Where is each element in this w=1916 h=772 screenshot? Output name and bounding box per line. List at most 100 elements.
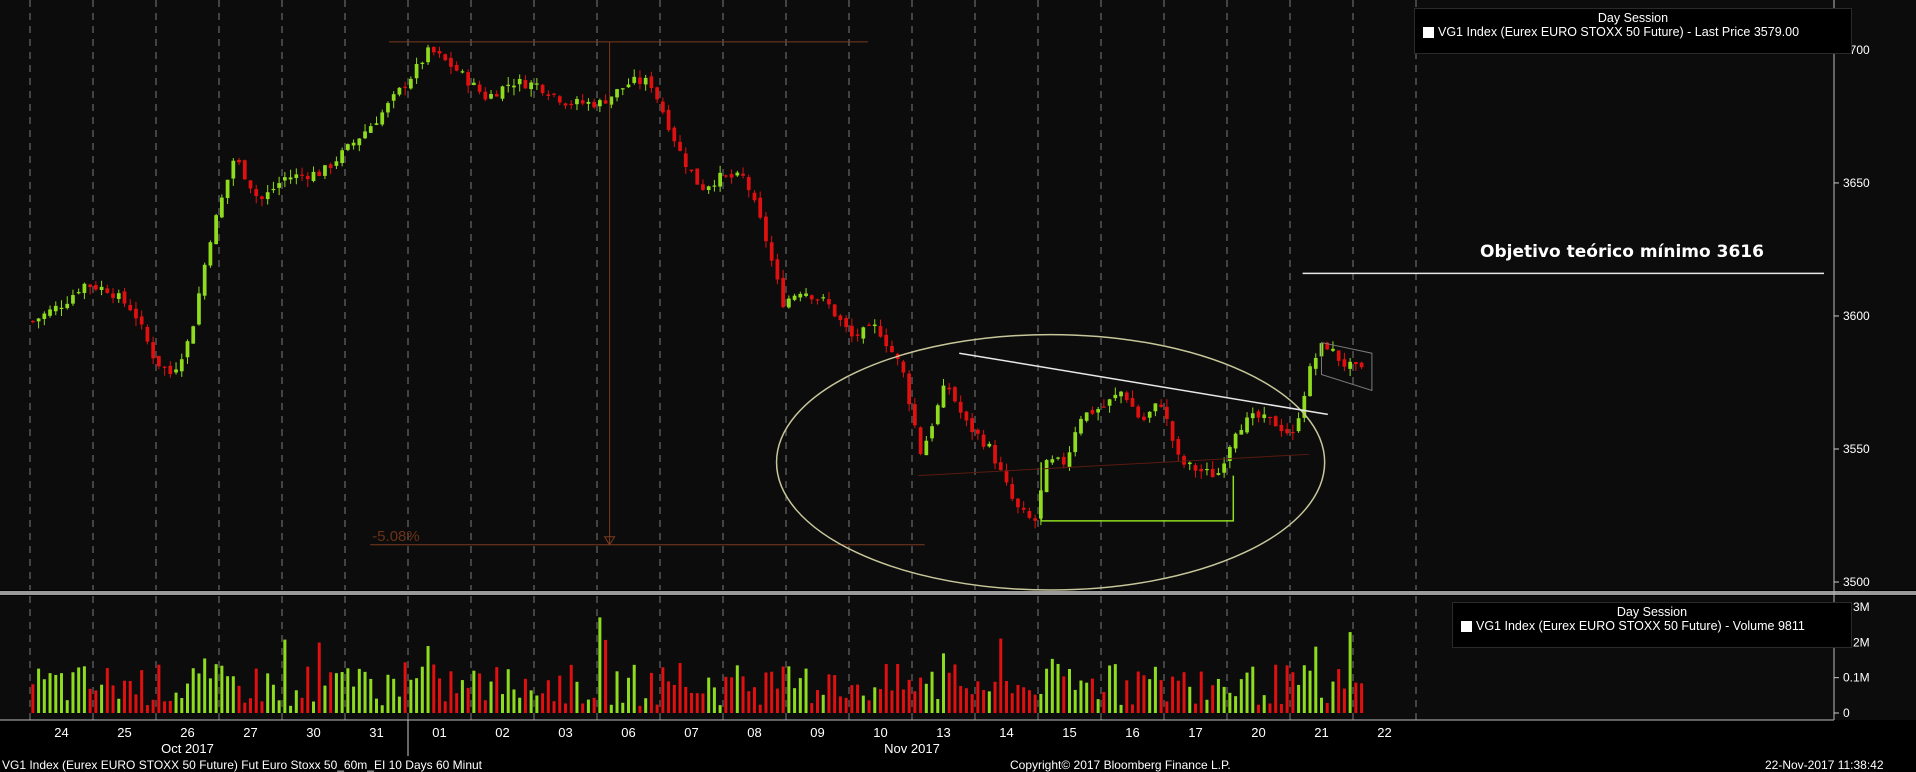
candle-body <box>1313 357 1318 369</box>
candle-body <box>128 304 133 311</box>
candle-body <box>48 309 52 316</box>
day-label: 21 <box>1314 725 1328 740</box>
volume-bar <box>890 690 894 713</box>
volume-bar <box>386 674 390 713</box>
volume-bar <box>1331 681 1335 713</box>
candle-body <box>683 153 688 168</box>
volume-bar <box>231 676 235 713</box>
measure-arrow <box>603 536 616 546</box>
candle-body <box>890 345 894 353</box>
volume-bar <box>747 691 751 713</box>
volume-tick-label: 0.1M <box>1843 671 1870 685</box>
volume-bar <box>443 701 447 713</box>
volume-bar <box>667 681 671 713</box>
volume-bar <box>804 668 808 713</box>
volume-bar <box>1342 688 1346 713</box>
candle-body <box>918 427 923 454</box>
candle-body <box>718 172 722 187</box>
volume-bar <box>1320 697 1323 713</box>
volume-bar <box>1113 664 1117 713</box>
candle-body <box>1056 457 1060 459</box>
candle-body <box>42 313 47 319</box>
candle-body <box>603 100 608 104</box>
month-label: Nov 2017 <box>884 741 940 756</box>
volume-bar <box>1142 675 1146 713</box>
candle-body <box>426 47 430 63</box>
candle-body <box>987 443 992 447</box>
candle-body <box>1084 412 1089 421</box>
candle-body <box>935 405 940 425</box>
candle-body <box>323 165 327 176</box>
day-label: 02 <box>495 725 509 740</box>
candle-body <box>260 196 264 200</box>
candle-body <box>729 174 734 178</box>
volume-bar <box>964 688 968 713</box>
volume-bar <box>31 684 35 713</box>
day-label: 22 <box>1377 725 1391 740</box>
candle-body <box>580 100 585 104</box>
candle-body <box>735 172 740 176</box>
price-tick-label: 3600 <box>1843 309 1870 323</box>
volume-bar <box>1073 689 1077 713</box>
candle-body <box>82 283 87 293</box>
candle-body <box>1342 359 1347 367</box>
volume-bar <box>1216 678 1220 713</box>
candle-body <box>1119 391 1123 397</box>
volume-bar <box>575 681 579 713</box>
volume-bar <box>271 684 275 713</box>
volume-bar <box>163 701 167 713</box>
volume-bar <box>844 697 848 713</box>
candle-body <box>460 71 465 73</box>
volume-bar <box>1016 684 1020 713</box>
target-label: Objetivo teórico mínimo 3616 <box>1480 242 1764 262</box>
candle-body <box>1262 414 1267 419</box>
volume-bar <box>724 676 728 713</box>
flag-channel <box>1321 341 1373 392</box>
volume-bar <box>1022 687 1026 713</box>
candle-body <box>340 150 344 164</box>
volume-bar <box>1205 699 1209 713</box>
candle-body <box>689 169 694 172</box>
volume-bar <box>111 685 115 713</box>
candle-body <box>615 89 619 98</box>
candle-body <box>678 141 682 151</box>
volume-bar <box>168 700 172 713</box>
day-label: 26 <box>180 725 194 740</box>
candle-body <box>1142 416 1146 421</box>
volume-bar <box>1062 676 1066 713</box>
day-label: 24 <box>54 725 68 740</box>
volume-bar <box>489 681 493 713</box>
volume-bar <box>838 696 842 713</box>
price-legend: Day Session VG1 Index (Eurex EURO STOXX … <box>1414 8 1852 54</box>
volume-bar <box>455 693 459 713</box>
volume-bar <box>346 668 350 713</box>
candle-body <box>1239 430 1244 435</box>
volume-bar <box>426 646 430 713</box>
day-label: 17 <box>1188 725 1202 740</box>
volume-bar <box>913 691 917 713</box>
volume-bar <box>1279 703 1283 713</box>
candle-body <box>1354 362 1358 365</box>
candle-body <box>1268 416 1272 419</box>
volume-bar <box>919 677 923 713</box>
month-label: Oct 2017 <box>161 741 214 756</box>
candle-body <box>1027 511 1032 518</box>
volume-bar <box>117 698 121 713</box>
volume-legend-series: VG1 Index (Eurex EURO STOXX 50 Future) -… <box>1476 619 1805 633</box>
candle-body <box>443 54 448 61</box>
legend-swatch <box>1461 620 1472 632</box>
candle-body <box>1107 399 1112 406</box>
volume-bar <box>329 672 333 713</box>
volume-bar <box>1056 663 1060 713</box>
volume-bar <box>1257 704 1260 713</box>
volume-bar <box>323 685 327 713</box>
candle-body <box>1348 361 1352 369</box>
candle-body <box>535 83 539 85</box>
candle-body <box>626 84 631 88</box>
volume-bar <box>953 664 957 713</box>
day-label: 30 <box>306 725 320 740</box>
candle-body <box>1050 459 1055 463</box>
candle-body <box>271 188 276 191</box>
candle-body <box>311 171 316 182</box>
candle-body <box>1308 366 1312 397</box>
